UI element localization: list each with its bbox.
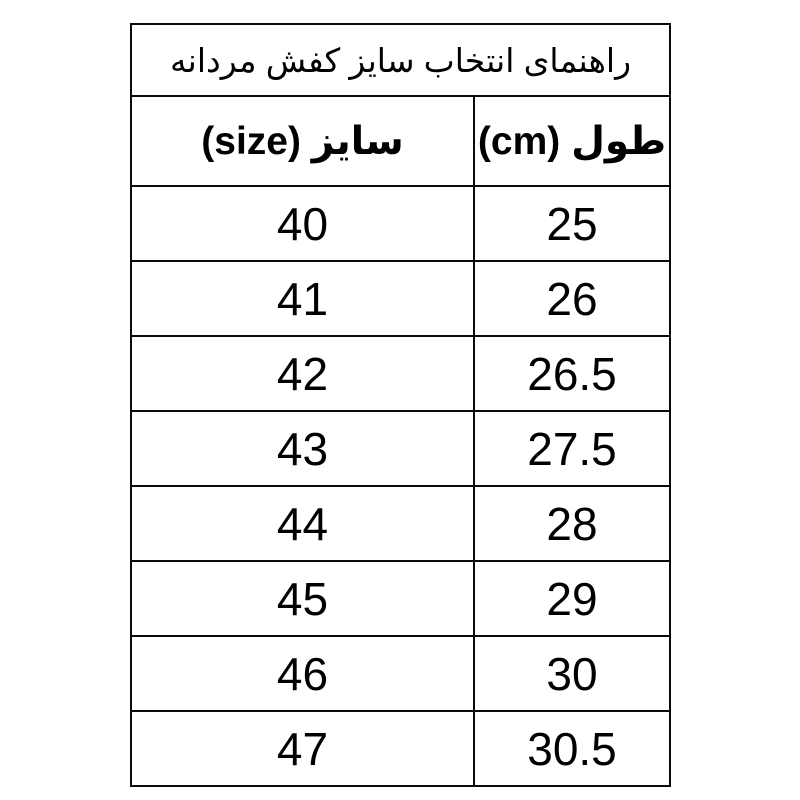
- column-header-size: سایز (size): [130, 95, 475, 187]
- length-cell: 28: [473, 485, 671, 562]
- length-cell: 30: [473, 635, 671, 712]
- table-row: 41 26: [130, 260, 671, 337]
- table-row: 42 26.5: [130, 335, 671, 412]
- table-row: 47 30.5: [130, 710, 671, 787]
- length-cell: 30.5: [473, 710, 671, 787]
- size-chart-table: راهنمای انتخاب سایز کفش مردانه سایز (siz…: [130, 23, 671, 787]
- length-cell: 25: [473, 185, 671, 262]
- length-cell: 27.5: [473, 410, 671, 487]
- header-row: سایز (size) طول (cm): [130, 95, 671, 187]
- table-row: 44 28: [130, 485, 671, 562]
- column-header-length-cm: طول (cm): [473, 95, 671, 187]
- table-row: 45 29: [130, 560, 671, 637]
- length-cell: 29: [473, 560, 671, 637]
- table-title: راهنمای انتخاب سایز کفش مردانه: [130, 23, 671, 97]
- table-row: 46 30: [130, 635, 671, 712]
- title-row: راهنمای انتخاب سایز کفش مردانه: [130, 23, 671, 97]
- size-cell: 46: [130, 635, 475, 712]
- size-cell: 47: [130, 710, 475, 787]
- length-cell: 26: [473, 260, 671, 337]
- length-cell: 26.5: [473, 335, 671, 412]
- table-row: 43 27.5: [130, 410, 671, 487]
- size-cell: 43: [130, 410, 475, 487]
- size-cell: 40: [130, 185, 475, 262]
- table-row: 40 25: [130, 185, 671, 262]
- size-cell: 41: [130, 260, 475, 337]
- size-cell: 44: [130, 485, 475, 562]
- size-cell: 45: [130, 560, 475, 637]
- size-cell: 42: [130, 335, 475, 412]
